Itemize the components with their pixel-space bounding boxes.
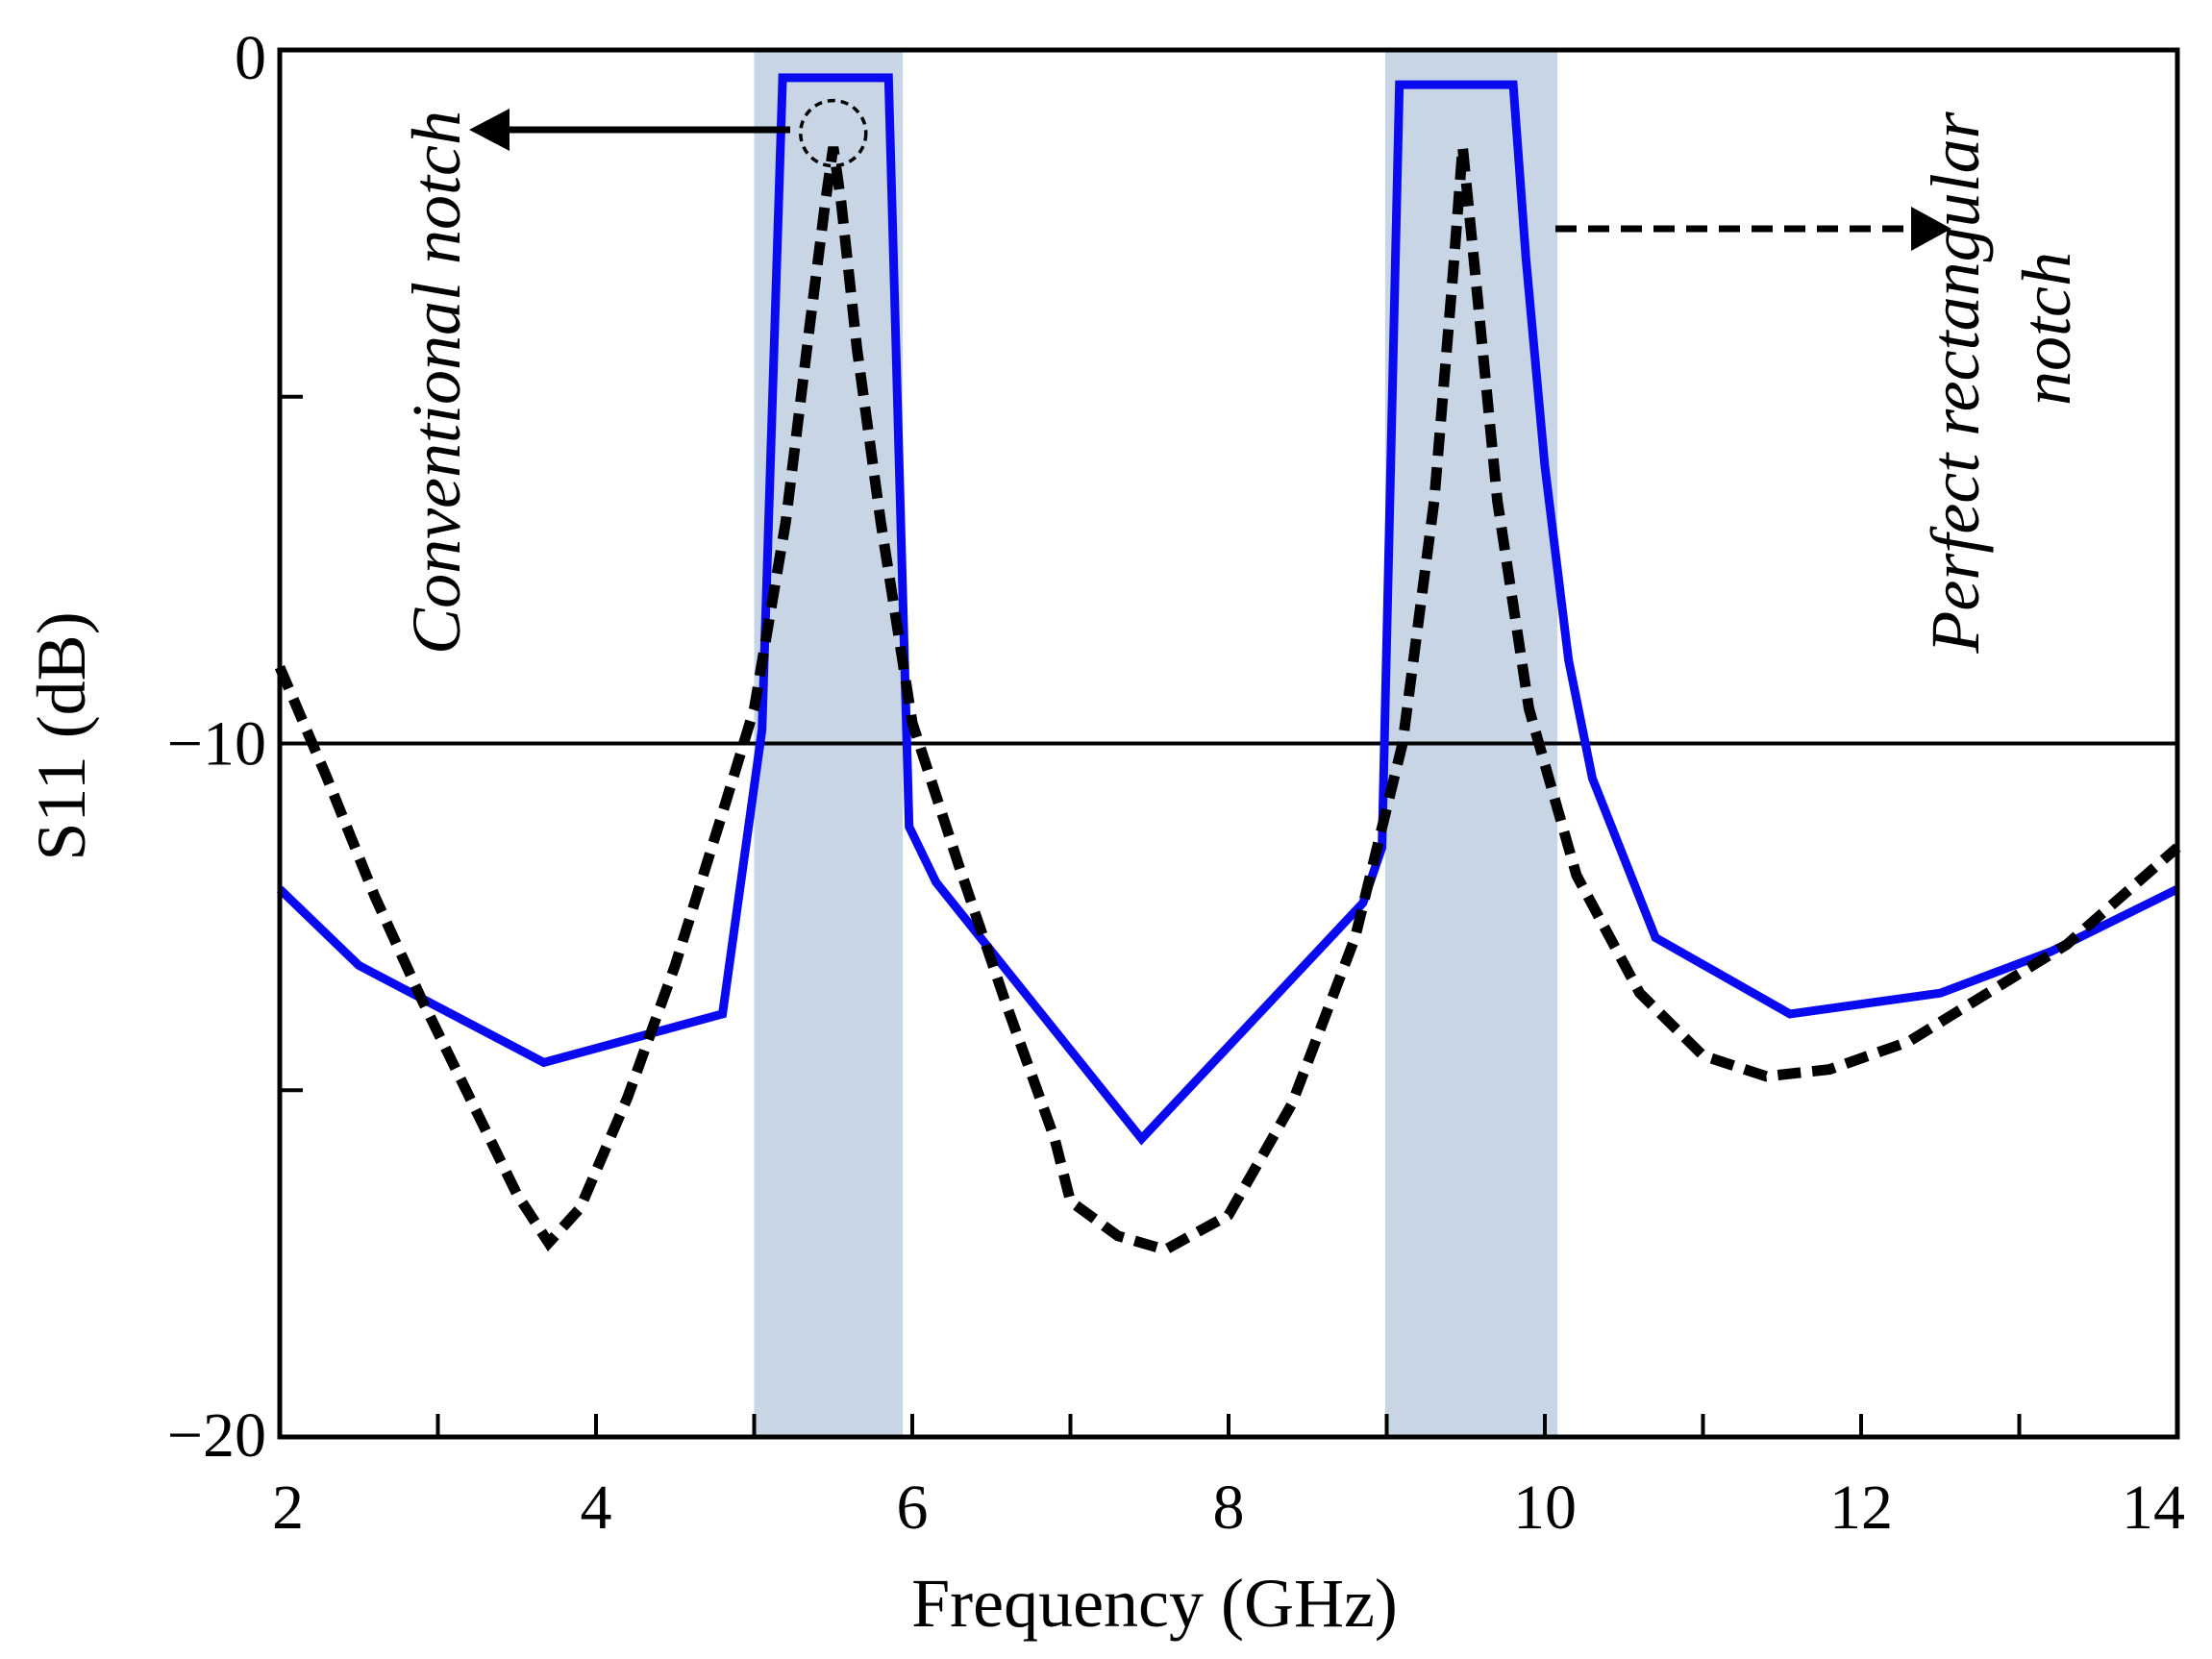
y-tick-label-minus-10: −10 bbox=[167, 709, 266, 780]
x-tick-label-12: 12 bbox=[1829, 1473, 1893, 1543]
rectangular-notch-annotation: Perfect rectangular notch bbox=[1555, 111, 2085, 655]
x-axis-title: Frequency (GHz) bbox=[911, 1565, 1398, 1642]
series-conventional-notch-line bbox=[274, 146, 2181, 1256]
y-tick-label-0: 0 bbox=[235, 23, 266, 93]
conventional-notch-label: Conventional notch bbox=[398, 111, 475, 655]
tick-labels: 2 4 6 8 10 12 14 0 −10 −20 bbox=[167, 23, 2185, 1543]
series-rectangular-notch-line bbox=[276, 73, 2179, 1146]
y-tick-label-minus-20: −20 bbox=[167, 1400, 266, 1471]
conventional-notch-marker-circle bbox=[799, 98, 868, 168]
conventional-notch-annotation: Conventional notch bbox=[398, 98, 868, 655]
x-tick-label-6: 6 bbox=[897, 1473, 929, 1543]
rectangular-notch-label-line2: notch bbox=[2008, 252, 2085, 406]
rectangular-notch-label-line1: Perfect rectangular bbox=[1917, 111, 1994, 654]
y-axis-title: S11 (dB) bbox=[23, 611, 100, 860]
x-tick-label-2: 2 bbox=[272, 1473, 304, 1543]
rectangular-notch-arrowhead bbox=[1911, 207, 1951, 251]
x-tick-label-14: 14 bbox=[2122, 1473, 2185, 1543]
x-tick-label-4: 4 bbox=[581, 1473, 612, 1543]
series-group bbox=[274, 73, 2181, 1256]
conventional-notch-arrowhead bbox=[469, 109, 510, 151]
x-tick-label-10: 10 bbox=[1513, 1473, 1577, 1543]
ticks bbox=[278, 48, 2179, 1439]
x-tick-label-8: 8 bbox=[1213, 1473, 1245, 1543]
